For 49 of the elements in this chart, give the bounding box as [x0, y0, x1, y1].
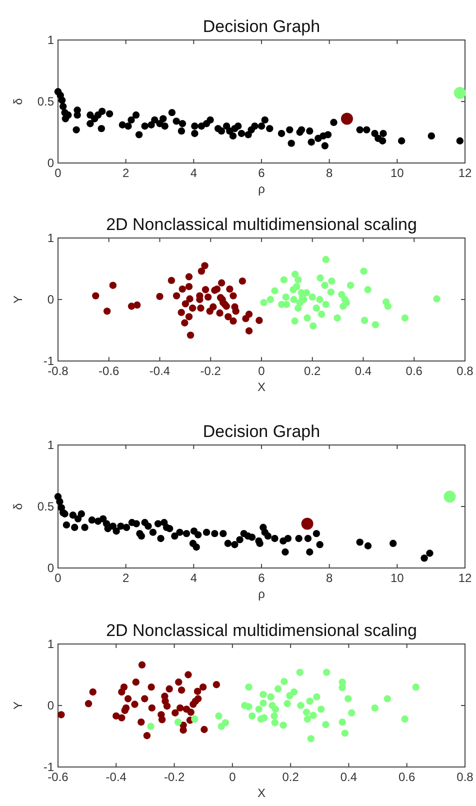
x-tick-label: -0.2	[164, 770, 185, 784]
x-tick-label: 4	[190, 571, 198, 585]
x-tick-label: 0.4	[340, 770, 358, 784]
y-tick-label: 0.5	[37, 500, 54, 514]
y-axis-title: δ	[11, 98, 25, 105]
y-tick-label: 0	[47, 156, 54, 170]
y-tick-label: 0.5	[37, 94, 54, 108]
y-axis-title: Y	[11, 295, 25, 304]
x-tick-label: 6	[258, 571, 266, 585]
y-axis-title: Y	[11, 701, 25, 710]
y-tick-label: 0	[47, 292, 54, 306]
x-tick-label: -0.4	[106, 770, 127, 784]
x-axis-title: ρ	[258, 587, 266, 601]
x-tick-label: 0	[258, 364, 266, 378]
x-axis-title: X	[257, 380, 266, 394]
chart-title: 2D Nonclassical multidimensional scaling	[106, 621, 417, 640]
y-tick-label: 1	[47, 637, 54, 651]
x-tick-label: 0.8	[456, 364, 474, 378]
chart-title: Decision Graph	[202, 17, 320, 36]
x-tick-label: -0.4	[149, 364, 170, 378]
x-tick-label: 0.2	[304, 364, 322, 378]
x-tick-label: 2	[122, 166, 130, 180]
x-axis-title: ρ	[258, 182, 266, 196]
x-tick-label: 10	[390, 166, 404, 180]
x-tick-label: 0	[229, 770, 236, 784]
x-tick-label: 10	[390, 571, 404, 585]
x-tick-label: 4	[190, 166, 198, 180]
x-tick-label: 0.6	[398, 770, 416, 784]
x-tick-label: 2	[122, 571, 130, 585]
x-tick-label: -0.6	[98, 364, 120, 378]
x-tick-label: 8	[326, 166, 333, 180]
y-axis-title: δ	[11, 502, 25, 510]
x-tick-label: 8	[326, 571, 333, 585]
y-tick-label: 1	[47, 438, 54, 452]
chart-title: Decision Graph	[202, 422, 320, 441]
x-tick-label: 12	[458, 571, 472, 585]
x-axis-title: X	[257, 786, 266, 800]
chart-title: 2D Nonclassical multidimensional scaling	[106, 215, 417, 234]
y-tick-label: 1	[47, 231, 54, 245]
y-tick-label: 0	[47, 561, 54, 575]
x-tick-label: 0.2	[282, 770, 300, 784]
x-tick-label: 6	[258, 166, 266, 180]
x-tick-label: 0.4	[354, 364, 372, 378]
y-tick-label: 0	[47, 698, 54, 712]
y-tick-label: 1	[47, 33, 54, 47]
x-tick-label: 0.8	[456, 770, 474, 784]
x-tick-label: 12	[458, 166, 472, 180]
x-tick-label: -0.2	[200, 364, 222, 378]
x-tick-label: 0.6	[406, 364, 423, 378]
